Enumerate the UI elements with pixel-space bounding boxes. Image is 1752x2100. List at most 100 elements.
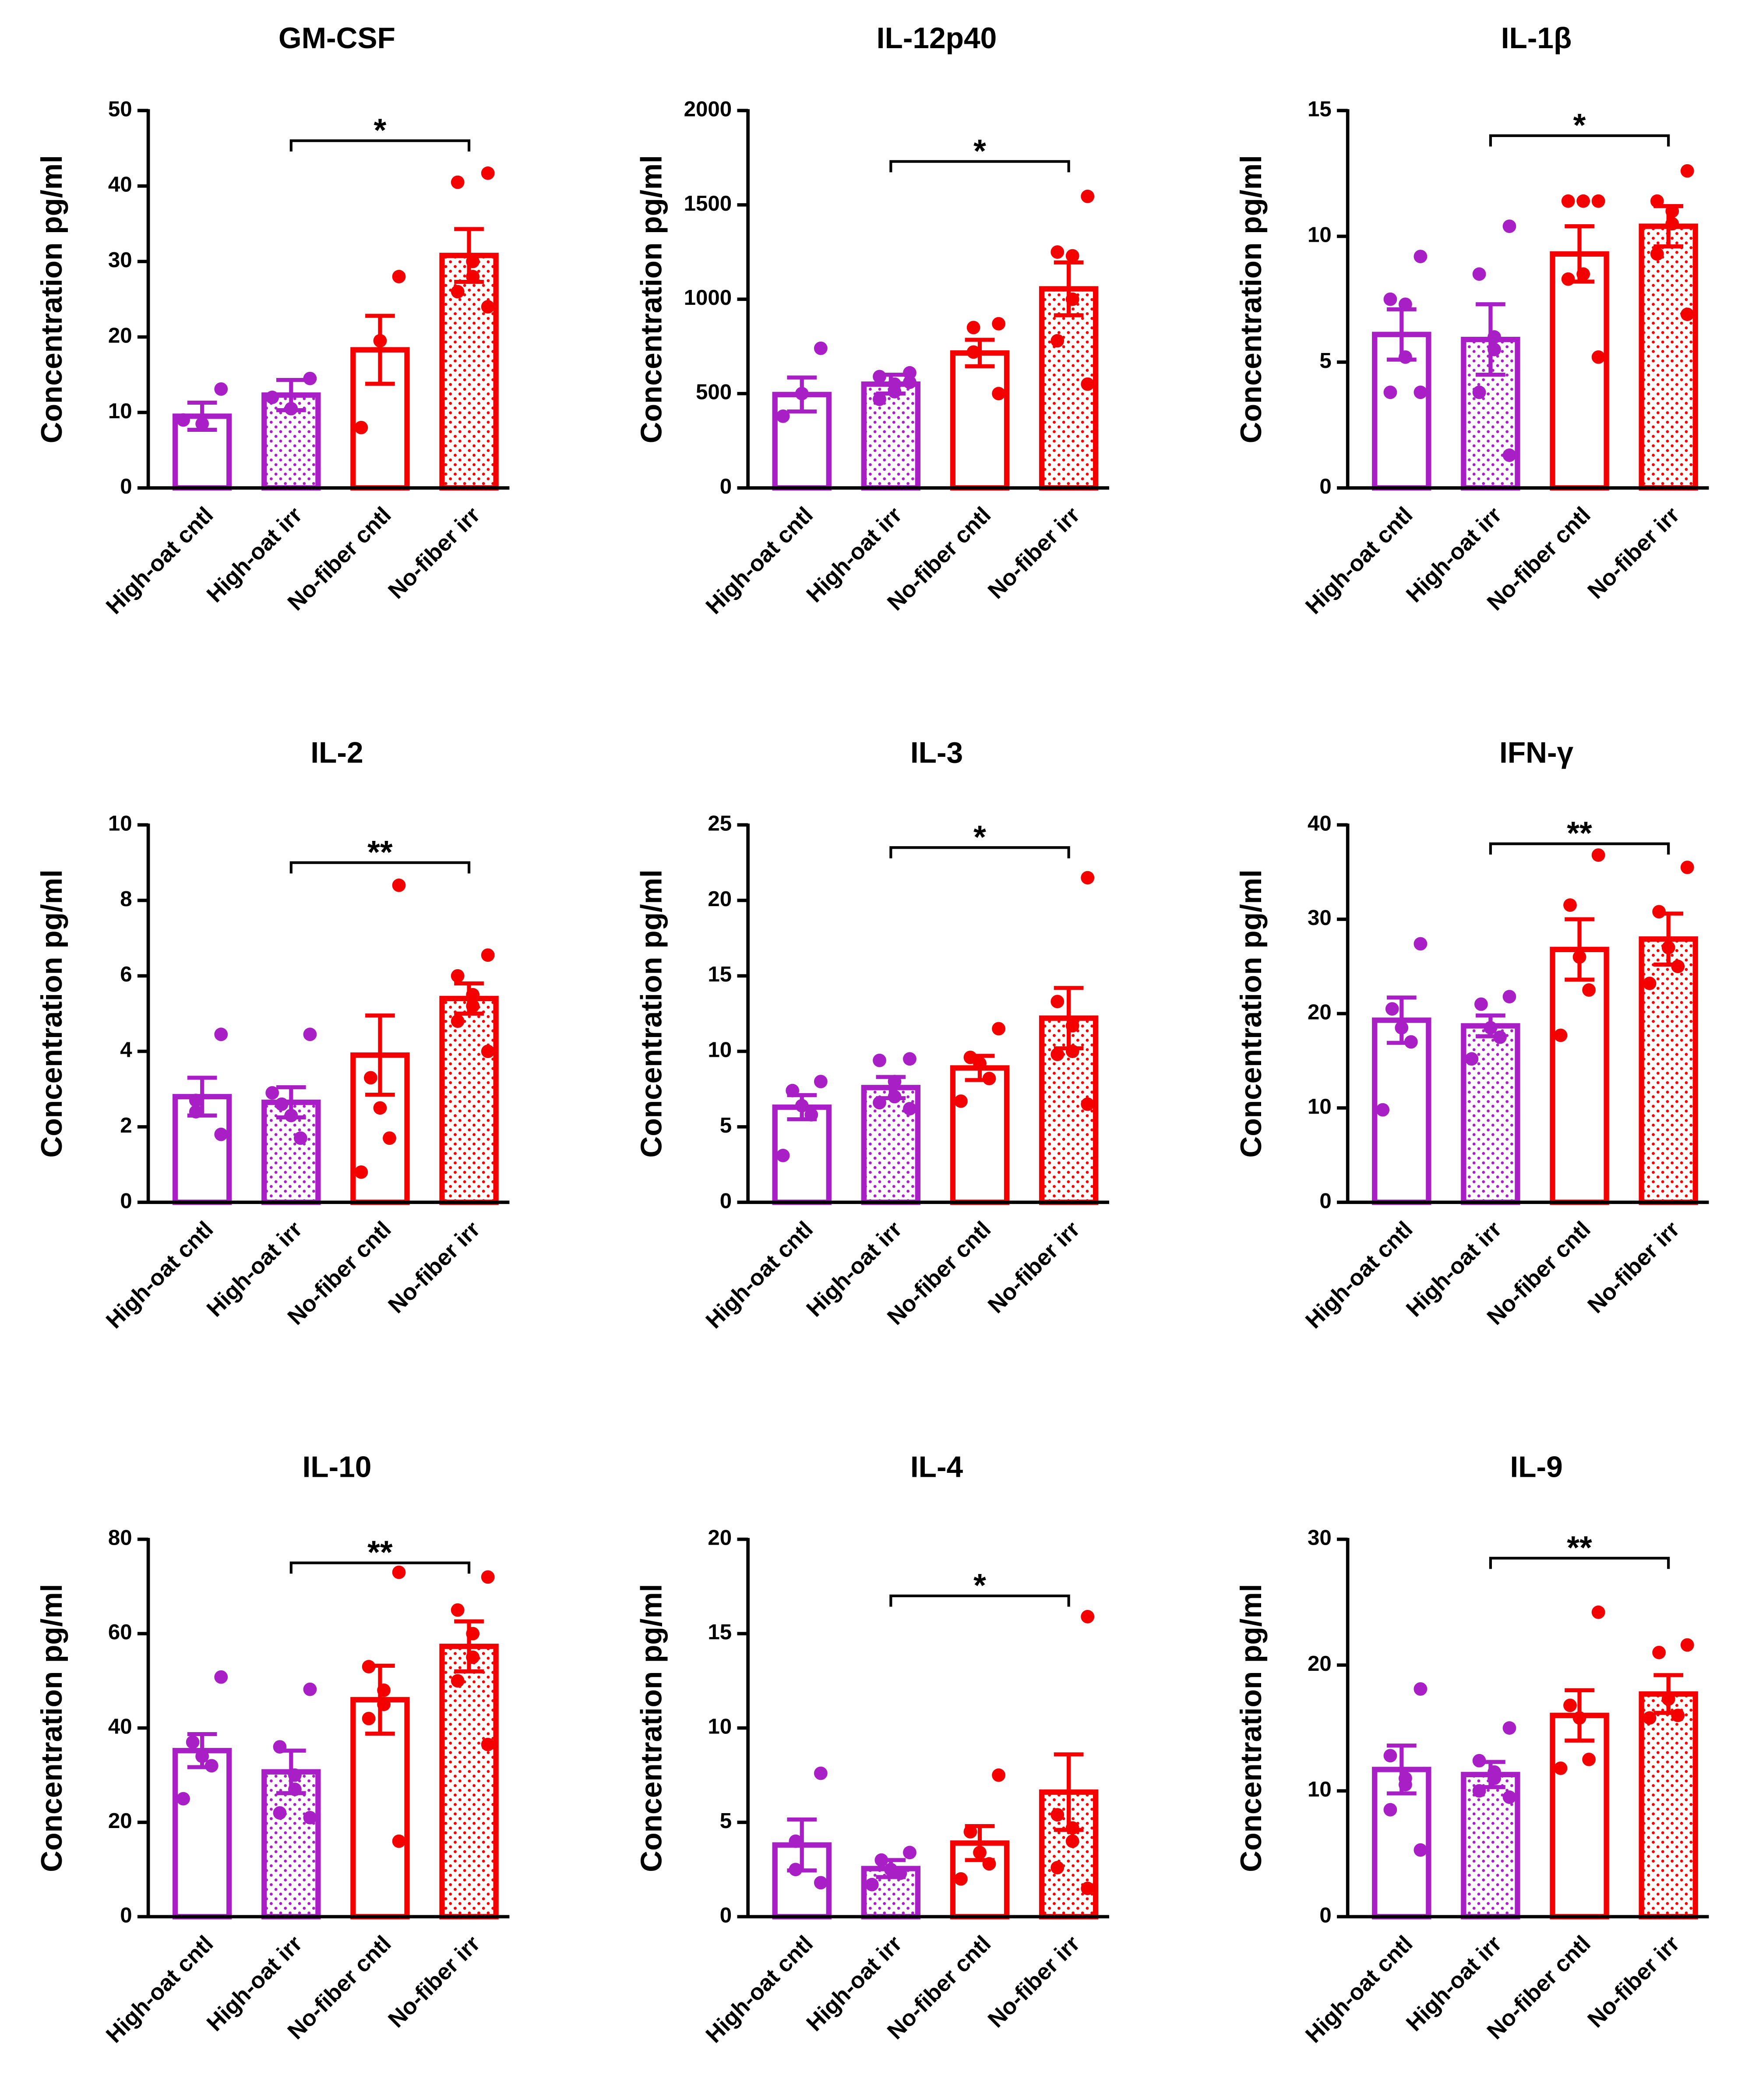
- x-tick-label: No-fiber irr: [384, 1217, 485, 1318]
- data-point: [451, 969, 465, 983]
- chart-title: IFN-γ: [1499, 736, 1574, 769]
- y-tick-label: 20: [108, 323, 132, 347]
- data-point: [466, 999, 480, 1013]
- y-tick-label: 30: [108, 248, 132, 272]
- y-tick-label: 0: [1319, 1903, 1331, 1927]
- data-point: [1488, 330, 1501, 344]
- panel: GM-CSF Concentration pg/ml 0 10 20 30 40 50 High…: [35, 22, 510, 619]
- data-point: [1576, 194, 1590, 208]
- y-tick-label: 0: [720, 474, 732, 498]
- bar: [172, 1748, 232, 1920]
- x-tick-label: No-fiber irr: [983, 502, 1085, 604]
- data-point: [1414, 1682, 1428, 1696]
- data-point: [804, 1108, 818, 1122]
- data-point: [1572, 1711, 1586, 1725]
- significance-label: *: [973, 819, 986, 855]
- data-point: [1414, 385, 1428, 399]
- data-point: [795, 387, 809, 401]
- data-point: [888, 1090, 902, 1104]
- y-tick-label: 20: [708, 887, 732, 911]
- data-point: [1661, 1692, 1675, 1706]
- y-tick-label: 30: [1308, 906, 1332, 930]
- data-point: [451, 1674, 465, 1688]
- data-point: [776, 409, 790, 423]
- data-point: [1680, 307, 1694, 321]
- y-tick-label: 1500: [684, 191, 732, 215]
- data-point: [1050, 245, 1065, 259]
- bar: [861, 381, 921, 491]
- data-point: [1671, 1708, 1685, 1722]
- data-point: [1050, 334, 1065, 348]
- data-point: [789, 1863, 803, 1877]
- data-point: [1065, 1821, 1079, 1835]
- data-point: [966, 345, 980, 359]
- x-tick-label: High-oat cntl: [101, 1217, 218, 1334]
- y-tick-label: 1000: [684, 286, 732, 310]
- y-tick-label: 2000: [684, 97, 732, 121]
- data-point: [214, 1127, 228, 1141]
- data-point: [1081, 1609, 1095, 1624]
- bar: [1639, 1691, 1698, 1920]
- bar: [439, 253, 499, 491]
- bar: [439, 995, 499, 1205]
- data-point: [481, 300, 495, 314]
- y-axis-label: Concentration pg/ml: [1235, 155, 1268, 443]
- significance-label: *: [1573, 107, 1586, 143]
- chart-title: IL-10: [302, 1451, 371, 1484]
- data-point: [392, 1834, 406, 1848]
- chart-title: IL-4: [910, 1451, 963, 1484]
- x-tick-label: No-fiber irr: [983, 1217, 1085, 1318]
- y-tick-label: 10: [1308, 1094, 1332, 1119]
- data-point: [1502, 448, 1516, 462]
- y-tick-label: 60: [108, 1620, 132, 1644]
- data-point: [1502, 1721, 1516, 1735]
- data-point: [992, 1768, 1005, 1782]
- data-point: [814, 1075, 828, 1088]
- data-point: [1399, 1778, 1412, 1792]
- data-point: [1414, 250, 1428, 263]
- data-point: [992, 1022, 1005, 1036]
- data-point: [1081, 871, 1095, 885]
- chart-title: IL-1β: [1501, 22, 1572, 55]
- data-point: [814, 341, 828, 355]
- significance-label: **: [1567, 815, 1592, 851]
- x-tick-label: High-oat cntl: [101, 1931, 218, 2048]
- data-point: [874, 1853, 888, 1867]
- data-point: [903, 1846, 917, 1860]
- y-axis-label: Concentration pg/ml: [635, 1584, 668, 1872]
- data-point: [776, 1149, 790, 1162]
- data-point: [1474, 997, 1488, 1011]
- data-point: [1652, 905, 1666, 919]
- y-tick-label: 2: [120, 1113, 132, 1137]
- data-point: [1376, 1103, 1390, 1117]
- data-point: [481, 1045, 495, 1058]
- data-point: [186, 1735, 200, 1749]
- data-point: [1680, 861, 1694, 874]
- x-tick-label: No-fiber irr: [1583, 502, 1685, 604]
- significance-bracket: [289, 139, 471, 152]
- significance-bracket: [1489, 1556, 1670, 1569]
- data-point: [362, 1712, 376, 1726]
- data-point: [1383, 292, 1397, 306]
- y-tick-label: 80: [108, 1526, 132, 1550]
- data-point: [466, 254, 480, 268]
- y-axis-label: Concentration pg/ml: [635, 869, 668, 1158]
- data-point: [1561, 194, 1575, 208]
- significance-label: *: [374, 112, 387, 148]
- data-point: [1414, 937, 1428, 951]
- panel: IL-4 Concentration pg/ml 0 5 10 15 20 High-oat …: [635, 1451, 1109, 2048]
- data-point: [1576, 267, 1590, 281]
- significance-bracket: [889, 846, 1070, 858]
- data-point: [1488, 1772, 1501, 1785]
- y-tick-label: 0: [1319, 1189, 1331, 1213]
- data-point: [1050, 995, 1065, 1009]
- data-point: [873, 392, 886, 406]
- data-point: [954, 1094, 968, 1108]
- data-point: [265, 390, 279, 404]
- chart-title: IL-9: [1510, 1451, 1562, 1484]
- x-tick-label: No-fiber irr: [1583, 1931, 1685, 2033]
- data-point: [1399, 350, 1412, 364]
- bar: [350, 1697, 410, 1920]
